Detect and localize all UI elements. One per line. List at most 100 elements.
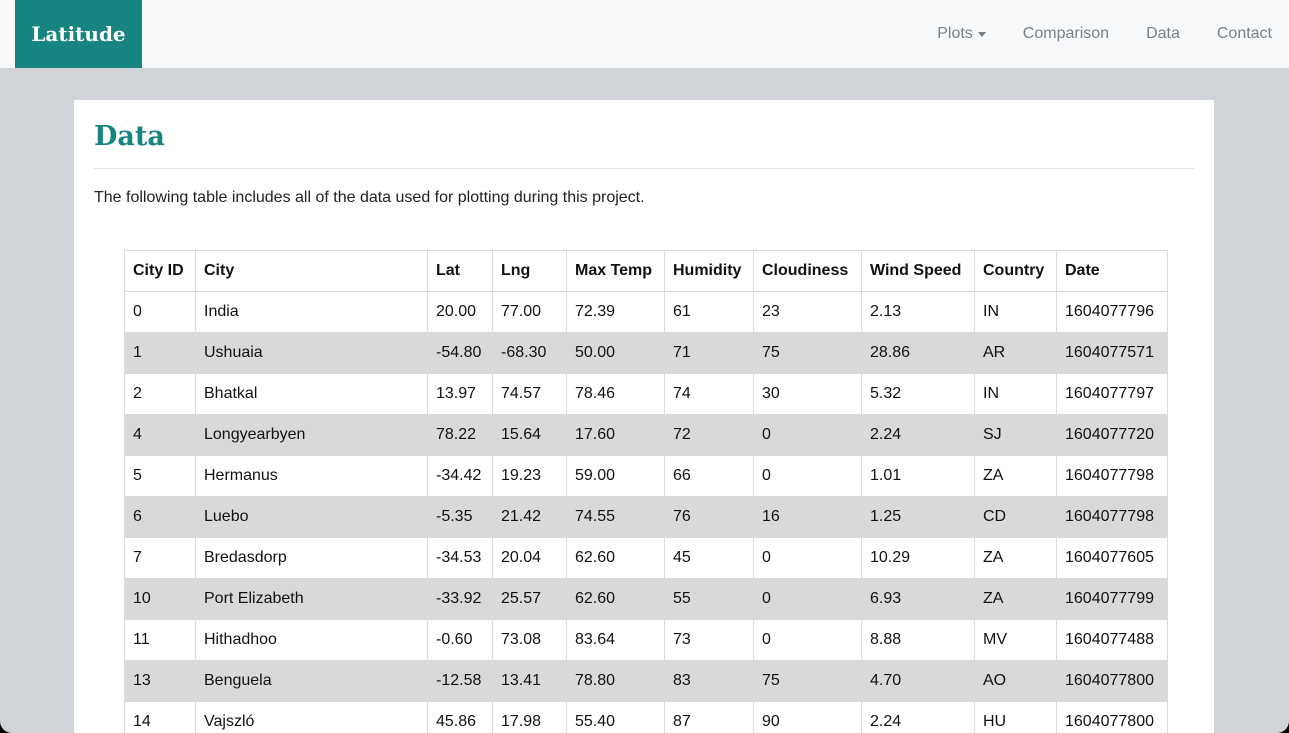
table-cell: 0 (753, 537, 862, 579)
table-cell: 66 (664, 455, 754, 497)
table-cell: 73 (664, 619, 754, 661)
table-cell: 83 (664, 660, 754, 702)
table-cell: 10 (124, 578, 196, 620)
column-header: Cloudiness (753, 250, 862, 292)
table-row: 14 Vajszló 45.86 17.98 55.40 87 90 2.24 HU 160407… (124, 701, 1168, 733)
table-cell: Bredasdorp (195, 537, 428, 579)
table-cell: 55 (664, 578, 754, 620)
table-cell: 75 (753, 660, 862, 702)
data-table: City ID City Lat Lng Max Temp Humidity C… (124, 250, 1168, 733)
nav-contact-link[interactable]: Contact (1216, 25, 1272, 42)
column-header: Lng (492, 250, 567, 292)
table-header-row: City ID City Lat Lng Max Temp Humidity C… (124, 250, 1168, 292)
nav-plots-dropdown[interactable]: Plots (937, 25, 986, 43)
column-header: City (195, 250, 428, 292)
table-cell: 83.64 (566, 619, 665, 661)
nav-comparison-link[interactable]: Comparison (1022, 25, 1110, 42)
table-cell: 17.98 (492, 701, 567, 733)
nav-data-link[interactable]: Data (1146, 25, 1180, 42)
table-row: 11 Hithadhoo -0.60 73.08 83.64 73 0 8.88 MV 16040… (124, 619, 1168, 661)
table-cell: 20.00 (427, 291, 493, 333)
table-cell: Port Elizabeth (195, 578, 428, 620)
column-header: Country (974, 250, 1057, 292)
table-cell: 1604077800 (1056, 701, 1168, 733)
table-cell: 1604077571 (1056, 332, 1168, 374)
nav-plots-label: Plots (937, 25, 973, 42)
table-row: 0 India 20.00 77.00 72.39 61 23 2.13 IN 160407779… (124, 291, 1168, 333)
table-cell: 72 (664, 414, 754, 456)
table-cell: 61 (664, 291, 754, 333)
table-cell: 14 (124, 701, 196, 733)
table-cell: 11 (124, 619, 196, 661)
nav-links: Plots Comparison Data Contact (937, 0, 1272, 68)
table-cell: 15.64 (492, 414, 567, 456)
table-cell: 78.46 (566, 373, 665, 415)
table-cell: 75 (753, 332, 862, 374)
table-cell: 0 (753, 414, 862, 456)
table-row: 7 Bredasdorp -34.53 20.04 62.60 45 0 10.29 ZA 160… (124, 537, 1168, 579)
table-cell: 55.40 (566, 701, 665, 733)
table-cell: 13.97 (427, 373, 493, 415)
table-cell: 1604077720 (1056, 414, 1168, 456)
table-cell: -33.92 (427, 578, 493, 620)
table-row: 4 Longyearbyen 78.22 15.64 17.60 72 0 2.24 SJ 160… (124, 414, 1168, 456)
table-cell: 0 (753, 578, 862, 620)
table-row: 10 Port Elizabeth -33.92 25.57 62.60 55 0 6.93 Z… (124, 578, 1168, 620)
table-cell: Hermanus (195, 455, 428, 497)
table-cell: 23 (753, 291, 862, 333)
table-cell: 76 (664, 496, 754, 538)
table-row: 13 Benguela -12.58 13.41 78.80 83 75 4.70 AO 1604… (124, 660, 1168, 702)
table-cell: 1604077797 (1056, 373, 1168, 415)
table-cell: 2 (124, 373, 196, 415)
main-content: Data The following table includes all of… (74, 100, 1214, 733)
brand-logo-link[interactable]: Latitude (15, 0, 142, 68)
table-cell: 2.24 (861, 701, 975, 733)
navbar: Latitude Plots Comparison Data Contact (0, 0, 1289, 68)
table-cell: 2.13 (861, 291, 975, 333)
table-cell: 1604077798 (1056, 496, 1168, 538)
table-cell: Hithadhoo (195, 619, 428, 661)
table-row: 5 Hermanus -34.42 19.23 59.00 66 0 1.01 ZA 160407… (124, 455, 1168, 497)
table-cell: -34.42 (427, 455, 493, 497)
table-cell: 74 (664, 373, 754, 415)
table-cell: 62.60 (566, 537, 665, 579)
table-cell: ZA (974, 455, 1057, 497)
table-cell: 1604077796 (1056, 291, 1168, 333)
table-cell: 72.39 (566, 291, 665, 333)
column-header: Wind Speed (861, 250, 975, 292)
table-cell: 5 (124, 455, 196, 497)
table-cell: 62.60 (566, 578, 665, 620)
table-cell: Longyearbyen (195, 414, 428, 456)
table-cell: Vajszló (195, 701, 428, 733)
table-cell: -54.80 (427, 332, 493, 374)
table-cell: 7 (124, 537, 196, 579)
table-cell: IN (974, 291, 1057, 333)
table-cell: Ushuaia (195, 332, 428, 374)
table-cell: 50.00 (566, 332, 665, 374)
table-cell: 1.25 (861, 496, 975, 538)
table-cell: 1604077798 (1056, 455, 1168, 497)
table-cell: 13.41 (492, 660, 567, 702)
table-cell: 1604077605 (1056, 537, 1168, 579)
column-header: Lat (427, 250, 493, 292)
table-cell: Bhatkal (195, 373, 428, 415)
column-header: City ID (124, 250, 196, 292)
table-cell: 1 (124, 332, 196, 374)
table-cell: SJ (974, 414, 1057, 456)
table-cell: 25.57 (492, 578, 567, 620)
table-cell: 6.93 (861, 578, 975, 620)
table-cell: 5.32 (861, 373, 975, 415)
table-cell: 71 (664, 332, 754, 374)
table-cell: 0 (124, 291, 196, 333)
table-cell: AR (974, 332, 1057, 374)
table-row: 6 Luebo -5.35 21.42 74.55 76 16 1.25 CD 160407779… (124, 496, 1168, 538)
table-cell: India (195, 291, 428, 333)
table-cell: 30 (753, 373, 862, 415)
table-cell: IN (974, 373, 1057, 415)
table-cell: 21.42 (492, 496, 567, 538)
table-cell: HU (974, 701, 1057, 733)
table-cell: 8.88 (861, 619, 975, 661)
table-cell: 90 (753, 701, 862, 733)
table-cell: MV (974, 619, 1057, 661)
table-row: 1 Ushuaia -54.80 -68.30 50.00 71 75 28.86 AR 1604… (124, 332, 1168, 374)
